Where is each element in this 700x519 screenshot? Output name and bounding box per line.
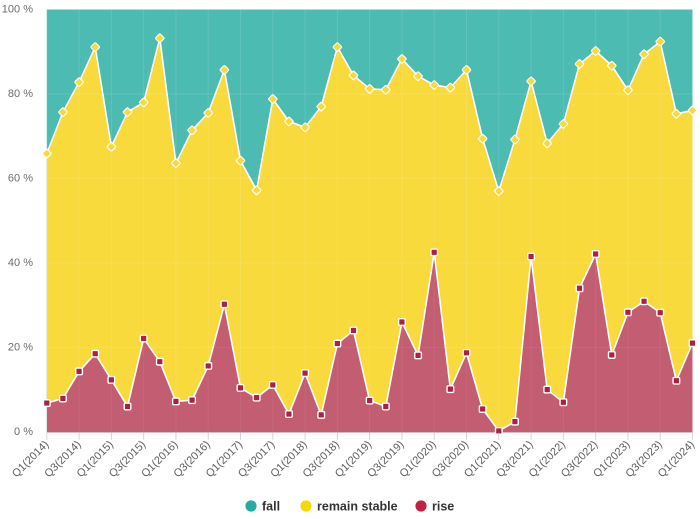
- svg-text:0 %: 0 %: [14, 426, 33, 438]
- svg-text:40 %: 40 %: [8, 257, 33, 269]
- svg-text:rise: rise: [432, 500, 454, 514]
- svg-text:80 %: 80 %: [8, 88, 33, 100]
- svg-text:remain stable: remain stable: [317, 500, 398, 514]
- svg-text:60 %: 60 %: [8, 173, 33, 185]
- svg-text:100 %: 100 %: [2, 4, 33, 16]
- svg-text:20 %: 20 %: [8, 342, 33, 354]
- svg-text:fall: fall: [262, 500, 280, 514]
